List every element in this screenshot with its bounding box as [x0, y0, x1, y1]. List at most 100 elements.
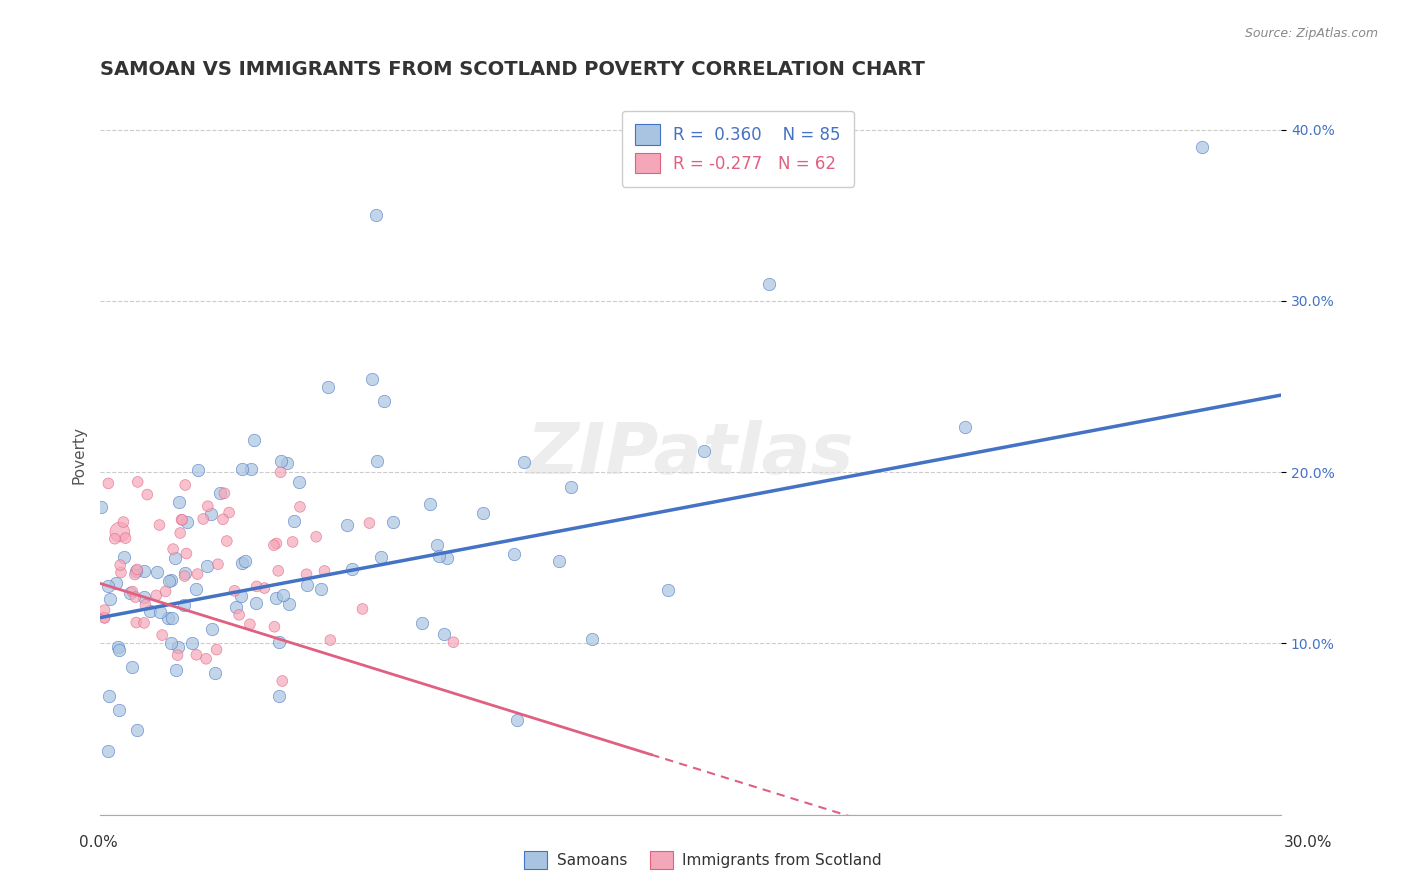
Point [97, 476, 120, 491]
Point [758, 277, 780, 291]
Point [124, 590, 146, 604]
Point [187, 567, 209, 582]
Point [426, 537, 449, 551]
Point [176, 547, 198, 561]
Point [159, 573, 181, 587]
Point [149, 605, 172, 619]
Point [506, 713, 529, 727]
Point [186, 648, 208, 662]
Point [266, 536, 288, 550]
Point [218, 506, 240, 520]
Point [253, 581, 276, 595]
Point [224, 583, 246, 598]
Point [107, 640, 129, 655]
Point [276, 457, 298, 471]
Legend: Samoans, Immigrants from Scotland: Samoans, Immigrants from Scotland [519, 845, 887, 875]
Point [132, 590, 155, 604]
Point [269, 689, 291, 703]
Point [165, 663, 187, 677]
Point [193, 512, 215, 526]
Y-axis label: Poverty: Poverty [72, 426, 86, 484]
Point [145, 588, 167, 602]
Point [411, 615, 433, 630]
Point [239, 617, 262, 632]
Point [427, 549, 450, 563]
Point [370, 549, 392, 564]
Point [148, 518, 170, 533]
Point [231, 462, 253, 476]
Point [503, 547, 526, 561]
Point [233, 554, 256, 568]
Point [195, 652, 218, 666]
Point [93, 610, 115, 624]
Point [200, 508, 222, 522]
Point [436, 550, 458, 565]
Point [361, 372, 384, 386]
Point [209, 486, 232, 500]
Point [278, 597, 301, 611]
Point [150, 628, 173, 642]
Point [139, 604, 162, 618]
Point [281, 535, 304, 549]
Point [381, 515, 404, 529]
Point [548, 554, 571, 568]
Point [205, 642, 228, 657]
Point [264, 591, 287, 605]
Point [288, 500, 311, 514]
Text: ZIPatlas: ZIPatlas [527, 420, 855, 490]
Point [364, 208, 387, 222]
Point [184, 582, 207, 597]
Point [107, 703, 129, 717]
Point [146, 565, 169, 579]
Point [513, 455, 536, 469]
Point [105, 576, 128, 591]
Point [124, 564, 146, 578]
Point [657, 582, 679, 597]
Point [159, 636, 181, 650]
Point [225, 600, 247, 615]
Point [433, 627, 456, 641]
Point [187, 463, 209, 477]
Point [336, 517, 359, 532]
Point [212, 512, 235, 526]
Point [340, 562, 363, 576]
Point [269, 634, 291, 648]
Text: 30.0%: 30.0% [1284, 836, 1331, 850]
Point [134, 598, 156, 612]
Point [173, 598, 195, 612]
Text: SAMOAN VS IMMIGRANTS FROM SCOTLAND POVERTY CORRELATION CHART: SAMOAN VS IMMIGRANTS FROM SCOTLAND POVER… [100, 60, 925, 78]
Point [560, 479, 582, 493]
Point [132, 564, 155, 578]
Point [204, 665, 226, 680]
Point [174, 478, 197, 492]
Point [181, 636, 204, 650]
Point [157, 574, 180, 588]
Point [162, 542, 184, 557]
Point [97, 743, 120, 757]
Legend: R =  0.360    N = 85, R = -0.277   N = 62: R = 0.360 N = 85, R = -0.277 N = 62 [621, 111, 853, 186]
Point [215, 534, 238, 549]
Point [125, 615, 148, 630]
Point [104, 532, 127, 546]
Point [121, 584, 143, 599]
Point [441, 635, 464, 649]
Point [471, 506, 494, 520]
Point [127, 475, 149, 489]
Point [90, 500, 112, 514]
Point [166, 640, 188, 655]
Point [245, 596, 267, 610]
Point [195, 559, 218, 574]
Point [359, 516, 381, 530]
Text: 0.0%: 0.0% [79, 836, 118, 850]
Point [166, 648, 188, 662]
Point [288, 475, 311, 490]
Point [295, 577, 318, 591]
Point [108, 524, 131, 539]
Point [246, 579, 269, 593]
Point [167, 495, 190, 509]
Point [692, 443, 714, 458]
Point [112, 515, 135, 529]
Point [114, 531, 136, 545]
Point [243, 433, 266, 447]
Point [169, 526, 191, 541]
